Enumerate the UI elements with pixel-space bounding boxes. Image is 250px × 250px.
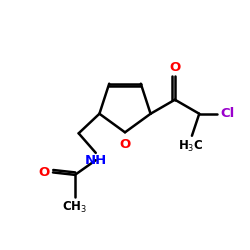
Text: Cl: Cl [220,107,234,120]
Text: O: O [38,166,49,179]
Text: CH$_3$: CH$_3$ [62,200,88,215]
Text: O: O [169,60,180,74]
Text: H$_3$C: H$_3$C [178,139,204,154]
Text: O: O [120,138,130,151]
Text: NH: NH [85,154,107,167]
